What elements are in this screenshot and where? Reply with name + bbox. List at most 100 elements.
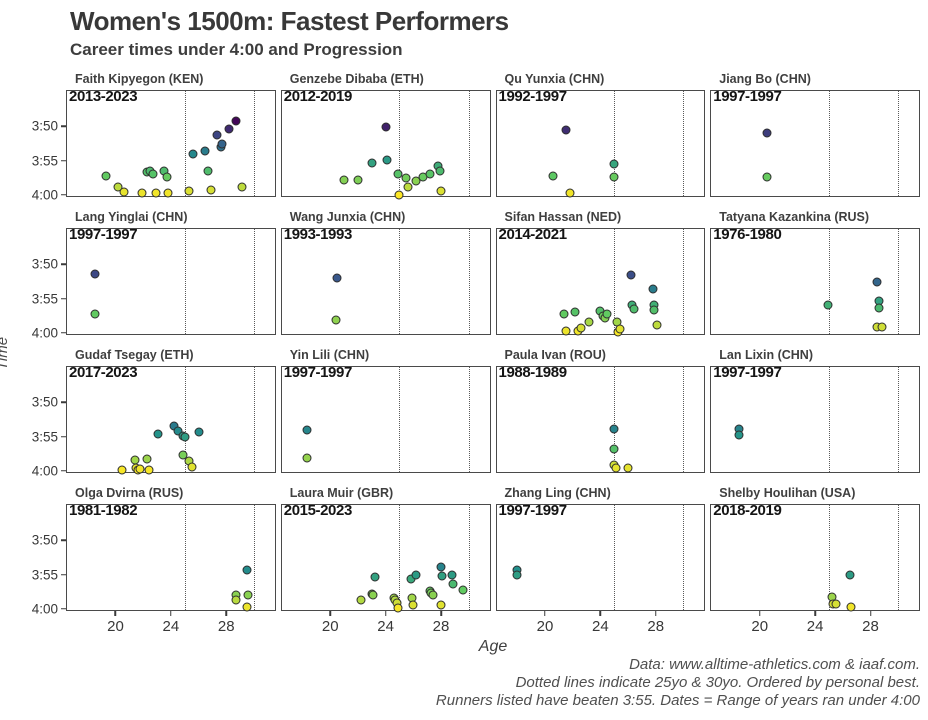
facet-strip-title: Laura Muir (GBR) [289,486,394,500]
data-point [435,166,445,176]
facet-cell: Qu Yunxia (CHN) 1992-1997 [495,70,706,198]
y-tick-label: 3:50 [31,256,58,272]
data-point [626,270,636,280]
y-tick-label: 4:00 [31,463,58,479]
age-reference-dotted-line [898,91,900,196]
age-reference-dotted-line [184,505,186,610]
age-reference-dotted-line [683,367,685,472]
x-tick-mark [225,611,228,616]
data-point [436,600,446,610]
data-point [425,169,435,179]
facet-panel: 1997-1997 [710,88,920,197]
y-tick-label: 3:50 [31,394,58,410]
years-range-annotation: 1997-1997 [283,364,353,381]
facet-panel: 1997-1997 3:50 3:55 4:00 [32,226,276,340]
data-point [356,595,366,605]
data-point [144,465,154,475]
data-point [411,176,421,186]
data-point [331,315,341,325]
data-point [382,155,392,165]
y-tick-mark [61,263,66,266]
data-point [302,453,312,463]
data-point [649,305,659,315]
facet-panel: 2013-2023 3:50 3:55 4:00 [32,88,276,202]
y-axis-label: Time [0,336,12,371]
y-tick-mark [61,331,66,334]
data-point [576,323,586,333]
facet-cell: Olga Dvirna (RUS) 1981-1982 3:50 3:55 4:00 20… [32,484,276,635]
data-point [609,159,619,169]
data-point [180,432,190,442]
age-reference-dotted-line [468,229,470,334]
data-point [609,444,619,454]
age-reference-dotted-line [399,91,401,196]
data-point [188,149,198,159]
age-reference-dotted-line [828,505,830,610]
age-reference-dotted-line [399,367,401,472]
data-point [648,284,658,294]
facet-panel: 1993-1993 [280,226,491,335]
years-range-annotation: 1993-1993 [283,226,353,243]
facet-cell: Lang Yinglai (CHN) 1997-1997 3:50 3:55 4:00 [32,208,276,340]
data-point [874,303,884,313]
y-tick-mark [61,401,66,404]
age-reference-dotted-line [614,91,616,196]
data-point [609,172,619,182]
x-tick-mark [544,611,546,616]
x-tick-label: 24 [592,618,609,635]
data-point [339,175,349,185]
caption-line: Data: www.alltime-athletics.com & iaaf.c… [629,656,920,673]
facet-strip-title: Zhang Ling (CHN) [504,486,611,500]
facet-strip-title: Tatyana Kazankina (RUS) [719,210,870,224]
data-point [117,465,127,475]
data-point [113,182,123,192]
data-point [548,171,558,181]
facet-strip-title: Wang Junxia (CHN) [289,210,406,224]
years-range-annotation: 2013-2023 [69,88,138,105]
facet-panel: 1992-1997 [495,88,706,198]
age-reference-dotted-line [253,367,255,472]
data-point [206,185,216,195]
years-range-annotation: 2012-2019 [283,88,353,105]
data-point [119,187,129,197]
y-tick-label: 3:55 [31,429,58,445]
data-point [561,326,571,336]
data-point [652,320,662,330]
x-tick-label: 20 [751,618,769,635]
data-point [163,188,173,198]
facet-cell: Paula Ivan (ROU) 1988-1989 [495,346,706,473]
years-range-annotation: 1992-1997 [498,88,568,105]
data-point [370,572,380,582]
data-point [194,427,204,437]
x-tick-mark [758,611,761,616]
age-reference-dotted-line [898,367,900,472]
years-range-annotation: 1997-1997 [713,88,782,105]
y-tick-label: 4:00 [31,601,58,617]
age-reference-dotted-line [399,505,401,610]
data-point [458,585,468,595]
facet-panel: 1976-1980 [710,226,920,335]
data-point [242,565,252,575]
y-tick-mark [61,469,66,472]
facet-cell: Yin Lili (CHN) 1997-1997 [280,346,491,473]
facet-panel: 1981-1982 3:50 3:55 4:00 20 24 28 [32,502,276,635]
facet-cell: Laura Muir (GBR) 2015-2023 20 24 28 [280,484,491,635]
data-point [408,600,418,610]
data-point [436,562,446,572]
facet-cell: Shelby Houlihan (USA) 2018-2019 20 24 28 [710,484,920,635]
y-tick-mark [61,573,66,576]
data-point [629,304,639,314]
facet-strip-title: Yin Lili (CHN) [289,348,370,362]
data-point [203,166,213,176]
data-point [872,277,882,287]
x-tick-mark [599,611,602,616]
data-point [332,273,342,283]
y-tick-mark [61,125,66,128]
data-point [823,300,833,310]
caption-line: Dotted lines indicate 25yo & 30yo. Order… [515,674,920,691]
age-reference-dotted-line [614,229,616,334]
x-tick-label: 28 [432,618,450,635]
y-tick-mark [61,435,66,438]
facet-panel: 1988-1989 [495,364,706,473]
data-point [393,169,403,178]
